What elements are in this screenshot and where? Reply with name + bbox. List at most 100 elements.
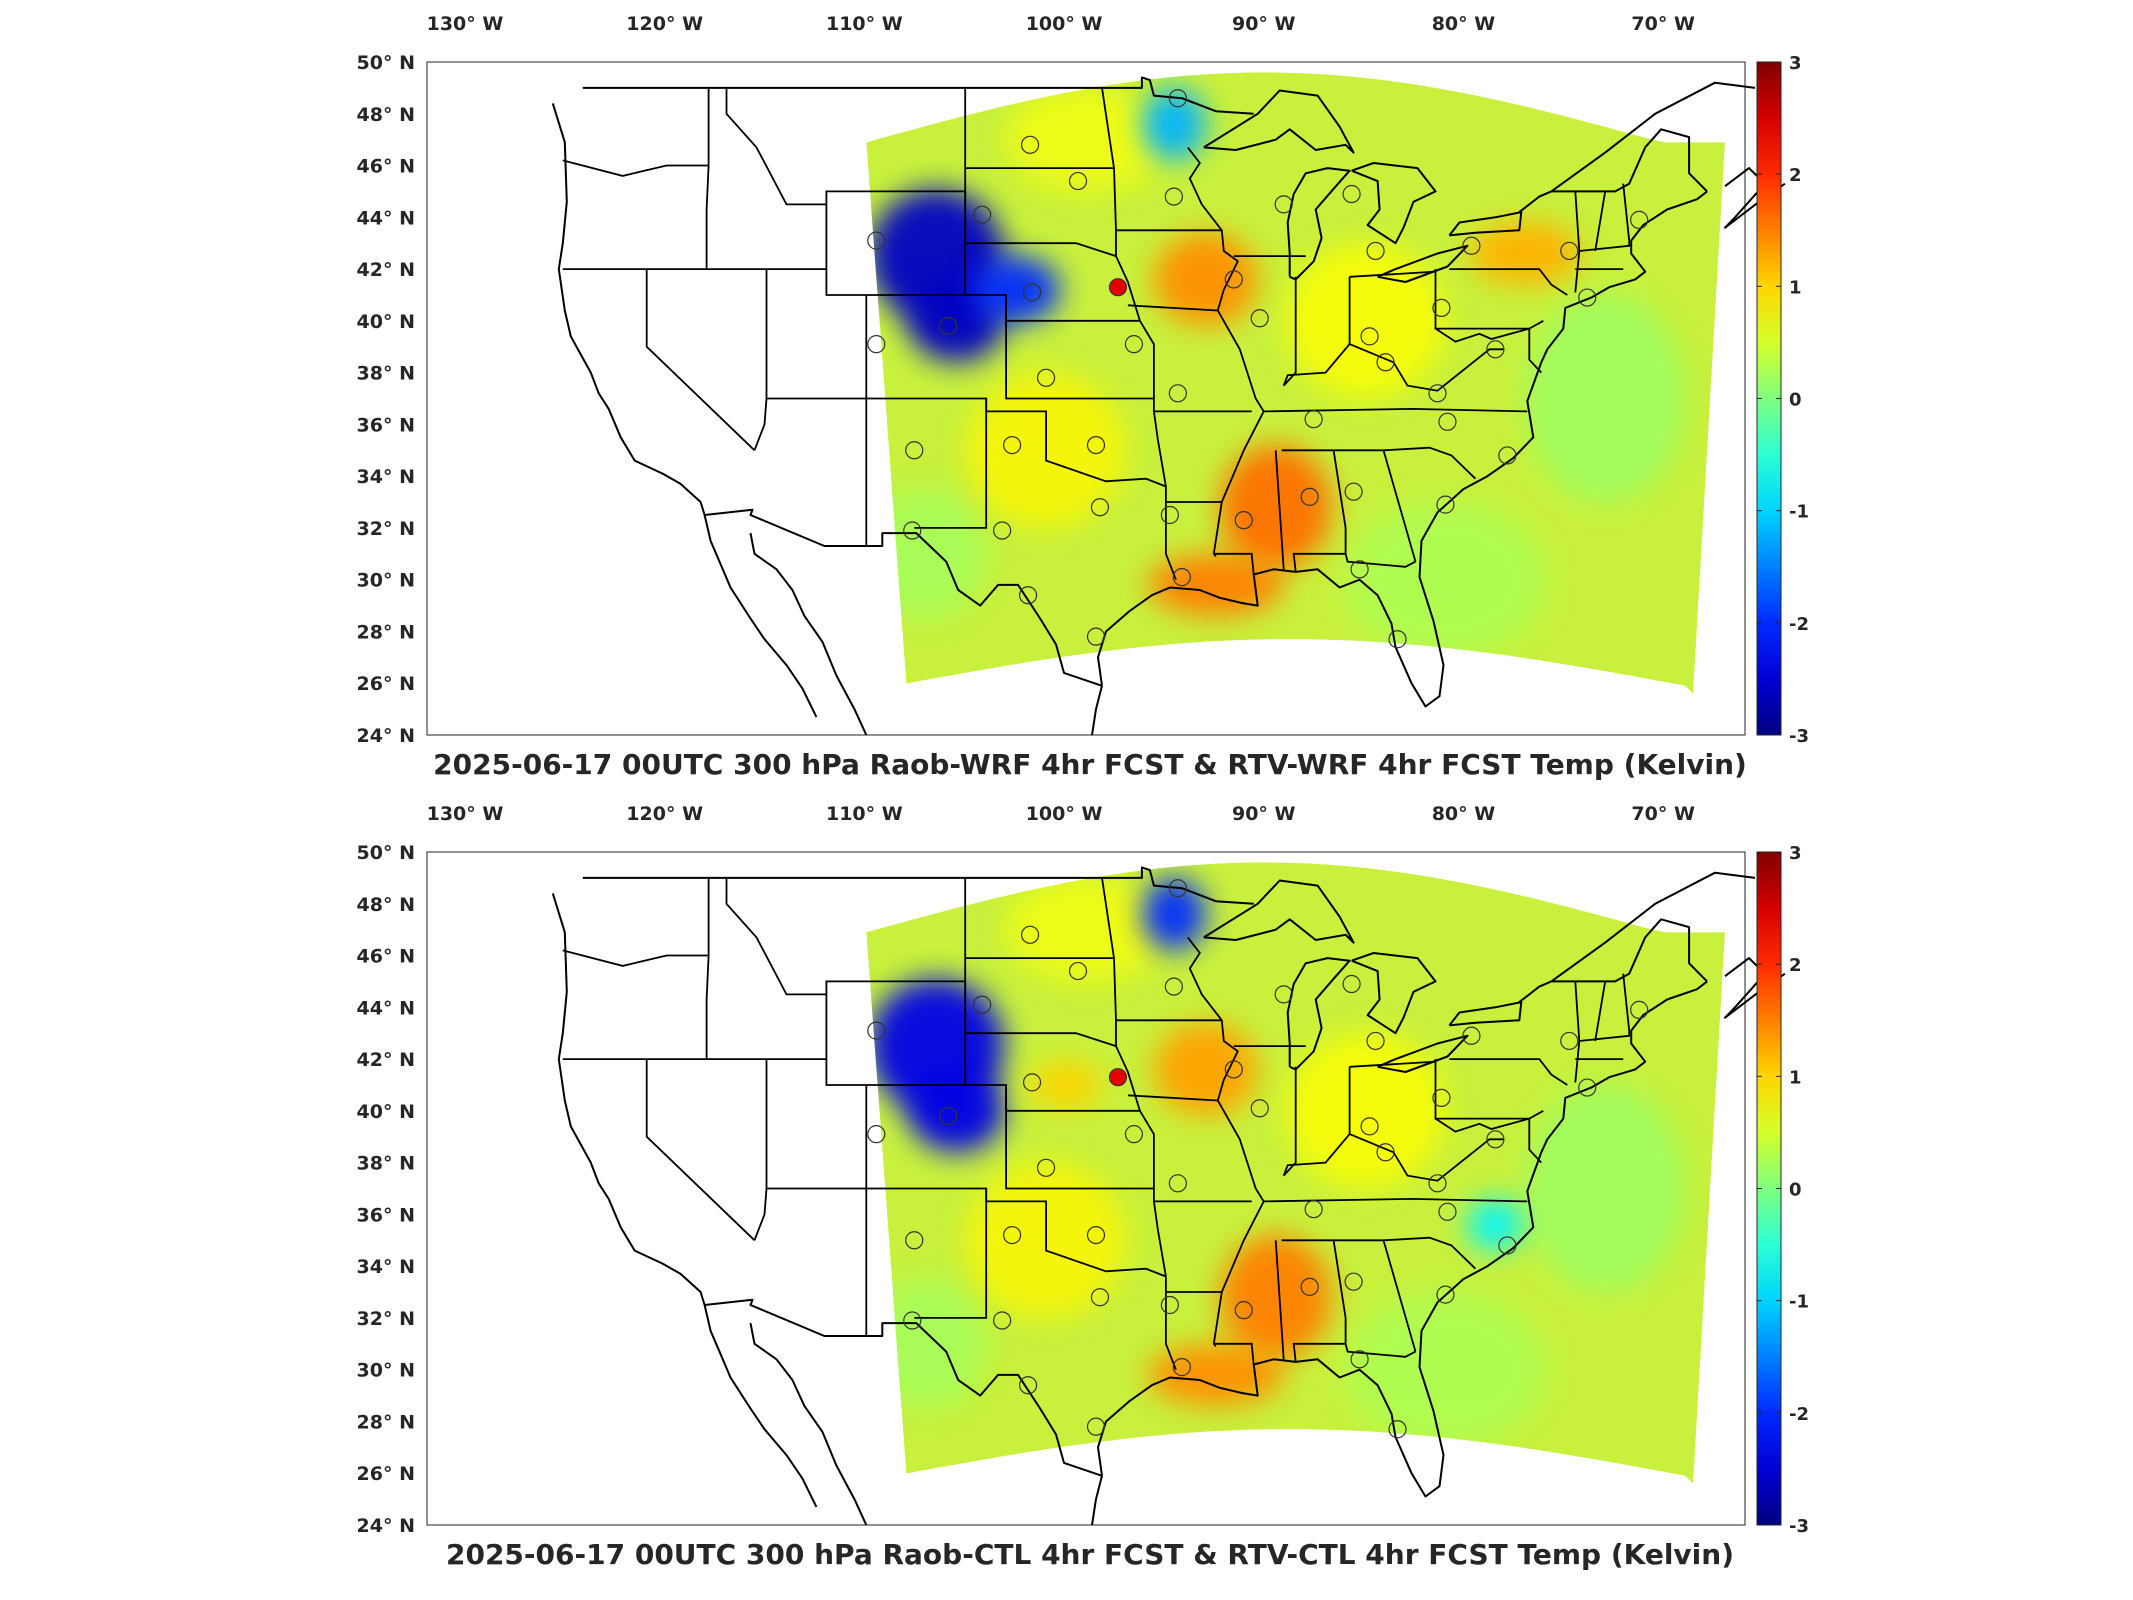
station-marker xyxy=(973,995,992,1014)
colorbar-tick-label: 0 xyxy=(1789,1180,1802,1201)
lat-tick-label: 46° N xyxy=(357,946,415,968)
station-marker xyxy=(1438,412,1457,431)
station-marker xyxy=(867,1021,886,1040)
station-marker xyxy=(1486,1130,1505,1149)
station-marker xyxy=(1250,309,1269,328)
anomaly-minnesota-north xyxy=(1141,87,1206,161)
lon-tick-label: 80° W xyxy=(1432,13,1496,35)
station-marker xyxy=(1234,511,1253,530)
station-marker xyxy=(867,1125,886,1144)
station-marker xyxy=(1168,1174,1187,1193)
station-marker xyxy=(1630,1000,1649,1019)
lat-tick-label: 32° N xyxy=(357,1308,415,1330)
station-marker xyxy=(1003,435,1022,455)
station-marker xyxy=(903,521,922,540)
station-marker xyxy=(1224,1060,1243,1079)
lat-tick-label: 32° N xyxy=(357,518,415,540)
state-borders xyxy=(562,87,1631,581)
lat-tick-label: 28° N xyxy=(357,1411,415,1433)
anomaly-kansas xyxy=(1030,1061,1103,1109)
lat-tick-label: 24° N xyxy=(357,725,415,747)
station-marker xyxy=(1168,384,1187,403)
station-marker xyxy=(1578,1078,1597,1097)
station-marker xyxy=(1172,568,1191,587)
colorbar-tick-label: 3 xyxy=(1789,53,1802,74)
station-marker xyxy=(1090,1288,1110,1307)
station-marker xyxy=(993,521,1012,540)
station-marker xyxy=(1003,1225,1022,1245)
station-marker xyxy=(1428,384,1447,403)
anomaly-louisiana-coast xyxy=(1147,1343,1284,1407)
station-marker xyxy=(1360,1117,1379,1136)
station-marker xyxy=(1366,1031,1385,1051)
lat-tick-label: 38° N xyxy=(357,1153,415,1175)
colorbar-tick-label: 2 xyxy=(1789,955,1802,976)
station-marker xyxy=(1022,1073,1042,1092)
station-marker xyxy=(1462,1026,1481,1045)
station-marker xyxy=(1360,327,1379,346)
map-bottom: 50° N 48° N 46° N 44° N 42° N 40° N 38° N 36° N… xyxy=(357,803,1809,1537)
station-marker xyxy=(1376,1143,1395,1162)
lat-tick-label: 48° N xyxy=(357,894,415,916)
lat-tick-label: 36° N xyxy=(357,1204,415,1226)
anomaly-wyoming-colorado xyxy=(908,1069,1005,1153)
map-outlines xyxy=(551,866,1786,1526)
lat-tick-label: 42° N xyxy=(357,259,415,281)
map-outlines xyxy=(551,76,1786,736)
station-marker xyxy=(973,205,992,224)
colorbar-tick-label: -2 xyxy=(1789,614,1809,635)
lon-tick-label: 70° W xyxy=(1631,803,1695,825)
station-marker xyxy=(1344,482,1363,501)
colorbar-tick-label: 1 xyxy=(1789,1067,1802,1088)
station-markers xyxy=(867,879,1649,1439)
station-marker xyxy=(1068,961,1088,981)
station-marker xyxy=(1436,1285,1455,1304)
station-marker xyxy=(1090,498,1110,517)
panel-bottom: 50° N 48° N 46° N 44° N 42° N 40° N 38° N 36° N… xyxy=(0,790,2133,1590)
station-markers xyxy=(867,89,1649,649)
station-marker xyxy=(1366,241,1385,261)
station-marker xyxy=(993,1311,1012,1330)
station-marker xyxy=(1300,1277,1319,1296)
station-marker xyxy=(1234,1301,1253,1320)
station-marker xyxy=(1018,586,1038,605)
station-marker xyxy=(1388,1420,1407,1439)
station-marker xyxy=(1036,1158,1056,1177)
colorbar-tick-label: -3 xyxy=(1789,1516,1809,1537)
station-marker xyxy=(1108,1068,1128,1087)
lat-tick-label: 44° N xyxy=(357,207,415,229)
colorbar-tick-label: 1 xyxy=(1789,277,1802,298)
station-marker xyxy=(1498,446,1517,465)
lon-tick-label: 90° W xyxy=(1232,13,1296,35)
lon-tick-label: 130° W xyxy=(427,13,504,35)
panel-title-bottom: 2025-06-17 00UTC 300 hPa Raob-CTL 4hr FC… xyxy=(445,1538,1734,1571)
lon-tick-label: 100° W xyxy=(1026,13,1103,35)
station-marker xyxy=(867,231,886,250)
temperature-field xyxy=(866,72,1725,694)
station-marker xyxy=(1342,974,1361,994)
station-marker xyxy=(905,1231,924,1250)
station-marker xyxy=(1630,210,1649,229)
lat-tick-label: 30° N xyxy=(357,1360,415,1382)
station-marker xyxy=(1020,925,1040,944)
lon-tick-label: 120° W xyxy=(626,13,703,35)
anomaly-minnesota-north xyxy=(1141,877,1206,951)
lat-tick-label: 30° N xyxy=(357,570,415,592)
station-marker xyxy=(1018,1376,1038,1395)
lat-tick-label: 40° N xyxy=(357,311,415,333)
station-marker xyxy=(1438,1202,1457,1221)
station-marker xyxy=(1086,1417,1106,1436)
lon-tick-label: 130° W xyxy=(427,803,504,825)
station-marker xyxy=(1172,1358,1191,1377)
lat-tick-label: 24° N xyxy=(357,1515,415,1537)
anomaly-alabama-mississippi xyxy=(1219,444,1332,570)
lat-tick-label: 42° N xyxy=(357,1049,415,1071)
station-marker xyxy=(1428,1174,1447,1193)
lon-tick-label: 90° W xyxy=(1232,803,1296,825)
colorbar-tick-label: -1 xyxy=(1789,1292,1809,1313)
station-marker xyxy=(1160,505,1179,525)
station-marker xyxy=(1388,630,1407,649)
panel-title-top: 2025-06-17 00UTC 300 hPa Raob-WRF 4hr FC… xyxy=(433,748,1747,781)
lat-tick-label: 46° N xyxy=(357,156,415,178)
colorbar-tick-label: -1 xyxy=(1789,502,1809,523)
